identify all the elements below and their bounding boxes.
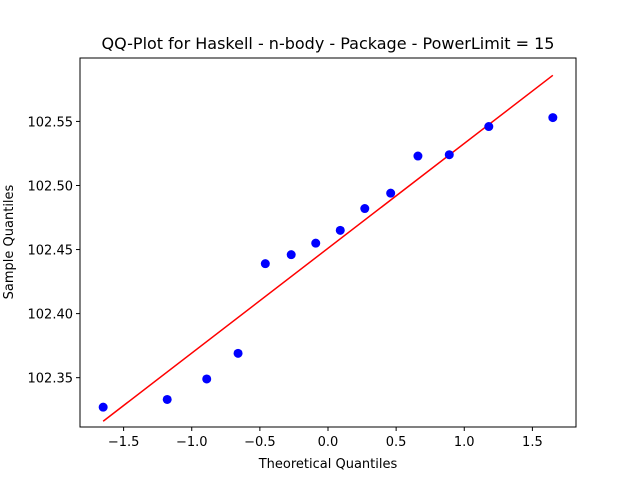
x-tick-label: −1.0: [176, 435, 208, 450]
data-point: [286, 250, 296, 260]
y-tick-label: 102.55: [28, 115, 74, 130]
data-point: [260, 259, 270, 269]
data-point: [484, 122, 494, 132]
x-axis: −1.5 −1.0 −0.5 0.0 0.5 1.0 1.5: [108, 427, 543, 450]
data-point: [311, 238, 321, 248]
x-tick-label: −1.5: [108, 435, 140, 450]
data-point: [360, 204, 370, 214]
y-tick-label: 102.40: [28, 308, 74, 323]
x-tick-label: 1.5: [522, 435, 543, 450]
x-axis-label: Theoretical Quantiles: [258, 457, 398, 472]
data-point: [335, 225, 345, 235]
data-point: [233, 348, 243, 358]
y-tick-label: 102.45: [28, 244, 74, 259]
data-point: [413, 151, 423, 161]
x-tick-label: 1.0: [454, 435, 475, 450]
x-tick-label: 0.0: [318, 435, 339, 450]
x-tick-label: 0.5: [386, 435, 407, 450]
data-point: [548, 113, 558, 123]
data-point: [202, 374, 212, 384]
chart-title: QQ-Plot for Haskell - n-body - Package -…: [102, 34, 555, 53]
x-tick-label: −0.5: [244, 435, 276, 450]
y-axis-label: Sample Quantiles: [2, 184, 17, 299]
data-point: [162, 394, 172, 404]
data-point: [444, 150, 454, 160]
data-point: [386, 188, 396, 198]
plot-area: [98, 74, 558, 422]
y-axis: 102.35 102.40 102.45 102.50 102.55: [28, 115, 80, 387]
y-tick-label: 102.50: [28, 179, 74, 194]
y-tick-label: 102.35: [28, 372, 74, 387]
data-point: [98, 402, 108, 412]
reference-line: [102, 74, 554, 422]
